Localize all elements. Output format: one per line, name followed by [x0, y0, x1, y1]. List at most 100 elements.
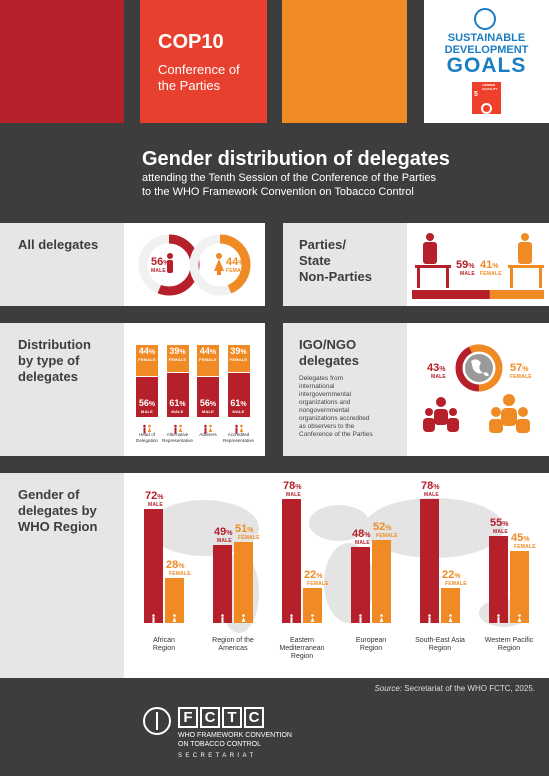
parties-title-1: Parties/ — [299, 237, 346, 252]
all-delegates-donuts — [138, 234, 251, 296]
male-pct: 61% — [230, 397, 247, 408]
source-text: : Secretariat of the WHO FCTC, 2025. — [399, 684, 535, 693]
region-category-label: African Region — [152, 637, 176, 652]
parties-female-pct: 41% — [480, 259, 499, 271]
region-male-bar — [351, 546, 370, 623]
female-label: FEMALE — [229, 357, 248, 362]
header-tile-red — [0, 0, 124, 123]
region-male-bar — [144, 508, 163, 623]
source-label: Source — [374, 684, 400, 693]
region-female-bar — [234, 541, 253, 623]
page-subtitle-2: to the WHO Framework Convention on Tobac… — [142, 186, 414, 198]
distribution-title-panel: Distribution by type of delegates — [0, 323, 124, 456]
female-pct: 44% — [138, 346, 156, 357]
source-line: Source: Secretariat of the WHO FCTC, 202… — [374, 684, 535, 693]
page-subtitle-1: attending the Tenth Session of the Confe… — [142, 172, 436, 184]
female-segment: 39% FEMALE — [166, 345, 189, 373]
region-female-value: 28% FEMALE — [166, 559, 191, 578]
male-pct: 56% — [138, 397, 156, 408]
male-segment: 56% MALE — [197, 376, 219, 417]
female-delegate-icon — [508, 233, 544, 288]
distribution-column-label: Alternative Representative — [162, 432, 193, 443]
female-pct: 39% — [230, 346, 247, 357]
fctc-letter: C — [200, 707, 220, 728]
parties-title-panel: Parties/ State Non-Parties — [283, 223, 407, 306]
female-label: FEMALE — [199, 357, 217, 362]
region-category-label: South-East Asia Region — [415, 637, 465, 652]
region-male-bar — [489, 535, 508, 623]
sdg-line1: SUSTAINABLE — [447, 32, 526, 44]
distribution-column: 44% FEMALE 56% MALE — [136, 345, 158, 417]
person-icon — [220, 611, 225, 624]
parties-title-3: Non-Parties — [299, 269, 372, 284]
fctc-letter: F — [178, 707, 198, 728]
region-female-bar — [441, 588, 460, 623]
sdg-line3: GOALS — [446, 54, 527, 77]
region-male-value: 78% MALE — [283, 480, 302, 498]
igo-title-1: IGO/NGO — [299, 337, 357, 352]
person-icon — [241, 611, 246, 622]
region-female-value: 22% FEMALE — [442, 569, 467, 588]
sdg5-number: 5 — [474, 91, 478, 98]
region-title-3: WHO Region — [18, 519, 98, 534]
female-segment: 44% FEMALE — [197, 345, 219, 376]
donut-arc — [189, 234, 251, 296]
region-female-value: 45% FEMALE — [511, 532, 536, 551]
female-pct: 44% — [199, 346, 217, 357]
igo-male-label: MALE — [431, 374, 446, 380]
gender-equality-icon — [481, 103, 492, 114]
parties-panel: 59% MALE 41% FEMALE — [407, 223, 549, 306]
fctc-letter: T — [222, 707, 242, 728]
parties-male-bar — [412, 290, 490, 299]
all-female-label: FEMALE — [226, 268, 248, 274]
female-label: FEMALE — [138, 357, 156, 362]
person-icon — [151, 611, 156, 624]
region-category-label: European Region — [355, 637, 387, 652]
igo-desc-line: international — [299, 383, 335, 390]
region-category-label: Western Pacific Region — [484, 637, 534, 652]
who-emblem-icon — [143, 707, 171, 735]
person-icon — [358, 611, 363, 624]
igo-title-2: delegates — [299, 353, 359, 368]
region-title-1: Gender of — [18, 487, 80, 502]
globe-continents — [471, 359, 489, 377]
igo-donut — [455, 344, 503, 392]
region-female-bar — [510, 551, 529, 623]
cop-title: COP10 — [158, 31, 224, 53]
person-icon — [289, 611, 294, 624]
igo-female-label: FEMALE — [510, 374, 532, 380]
un-emblem-icon — [474, 8, 496, 30]
distribution-column-label: Accredited Representative — [223, 432, 254, 443]
region-chart-panel: 72% MALE 28% FEMALE African Region 49% MALE 51% F… — [124, 473, 549, 678]
header-tile-cop: COP10 Conference of the Parties — [140, 0, 267, 123]
distribution-column: 44% FEMALE 56% MALE — [197, 345, 219, 417]
igo-female-pct: 57% — [510, 362, 529, 374]
region-male-value: 72% MALE — [145, 489, 164, 508]
distribution-column: 39% FEMALE 61% MALE — [227, 345, 250, 417]
female-segment: 44% FEMALE — [136, 345, 158, 376]
sdg-logo-tile: SUSTAINABLE DEVELOPMENT GOALS 5 GENDER E… — [424, 0, 549, 123]
male-label: MALE — [232, 408, 245, 414]
igo-desc-line: nongovernmental — [299, 407, 350, 414]
male-segment: 61% MALE — [227, 373, 250, 417]
region-male-bar — [420, 499, 439, 623]
distribution-title-2: by type of — [18, 353, 80, 368]
male-person-icon — [167, 253, 173, 273]
person-icon — [517, 611, 522, 622]
page-title: Gender distribution of delegates — [142, 148, 450, 170]
parties-female-bar — [489, 290, 544, 299]
male-segment: 61% MALE — [166, 373, 189, 417]
female-group-icon — [489, 394, 530, 433]
fctc-line1: WHO FRAMEWORK CONVENTION — [178, 732, 292, 739]
sdg-line2: DEVELOPMENT — [444, 44, 529, 56]
all-delegates-panel: 56% MALE 44% FEMALE — [124, 223, 265, 306]
igo-description: Delegates from international intergovern… — [299, 375, 391, 439]
fctc-letter: C — [244, 707, 264, 728]
region-female-value: 52% FEMALE — [373, 521, 398, 540]
female-donut — [189, 234, 251, 296]
igo-panel: 43% MALE 57% FEMALE — [407, 323, 549, 456]
female-segment: 39% FEMALE — [227, 345, 250, 373]
person-pair-icon — [234, 421, 244, 434]
